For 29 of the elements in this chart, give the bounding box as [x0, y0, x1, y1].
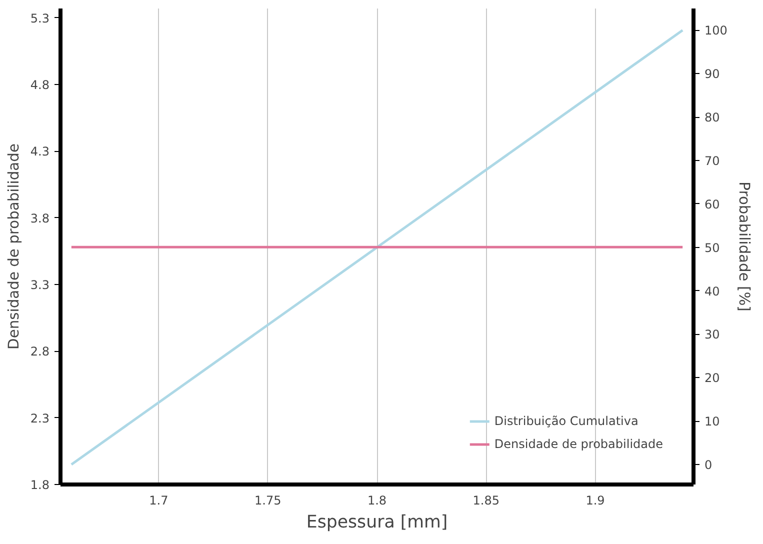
- y-tick-label: 3.8: [30, 211, 50, 226]
- y-tick-label: 2.3: [30, 411, 50, 426]
- y-tick-label: 5.3: [30, 11, 50, 26]
- x-tick-label: 1.75: [254, 494, 282, 508]
- y-tick-label: 4.3: [30, 144, 50, 159]
- legend-label: Distribuição Cumulativa: [494, 414, 638, 428]
- y-tick-label: 1.8: [30, 478, 50, 492]
- x-tick-label: 1.8: [367, 494, 387, 508]
- y2-tick-label: 100: [704, 24, 728, 38]
- y-tick-label: 2.8: [30, 344, 50, 359]
- y-tick-label: 4.8: [30, 78, 50, 92]
- y2-tick-label: 10: [704, 414, 720, 429]
- x-tick-label: 1.85: [472, 494, 500, 508]
- y-axis-title: Densidade de probabilidade: [5, 144, 22, 350]
- y2-tick-label: 60: [704, 197, 720, 212]
- y2-tick-label: 40: [704, 284, 720, 298]
- x-tick-label: 1.7: [149, 494, 168, 508]
- x-axis-title: Espessura [mm]: [306, 512, 448, 532]
- y2-tick-label: 0: [704, 458, 712, 472]
- y2-tick-label: 90: [704, 67, 720, 82]
- legend-label: Densidade de probabilidade: [494, 437, 663, 451]
- y2-tick-label: 20: [704, 371, 720, 386]
- y-tick-label: 3.3: [30, 278, 50, 292]
- y2-axis-title: Probabilidade [%]: [735, 182, 752, 312]
- y2-tick-label: 30: [704, 328, 720, 342]
- y2-tick-label: 80: [704, 110, 720, 125]
- x-tick-label: 1.9: [586, 494, 605, 508]
- y2-tick-label: 70: [704, 154, 720, 168]
- y2-tick-label: 50: [704, 240, 720, 255]
